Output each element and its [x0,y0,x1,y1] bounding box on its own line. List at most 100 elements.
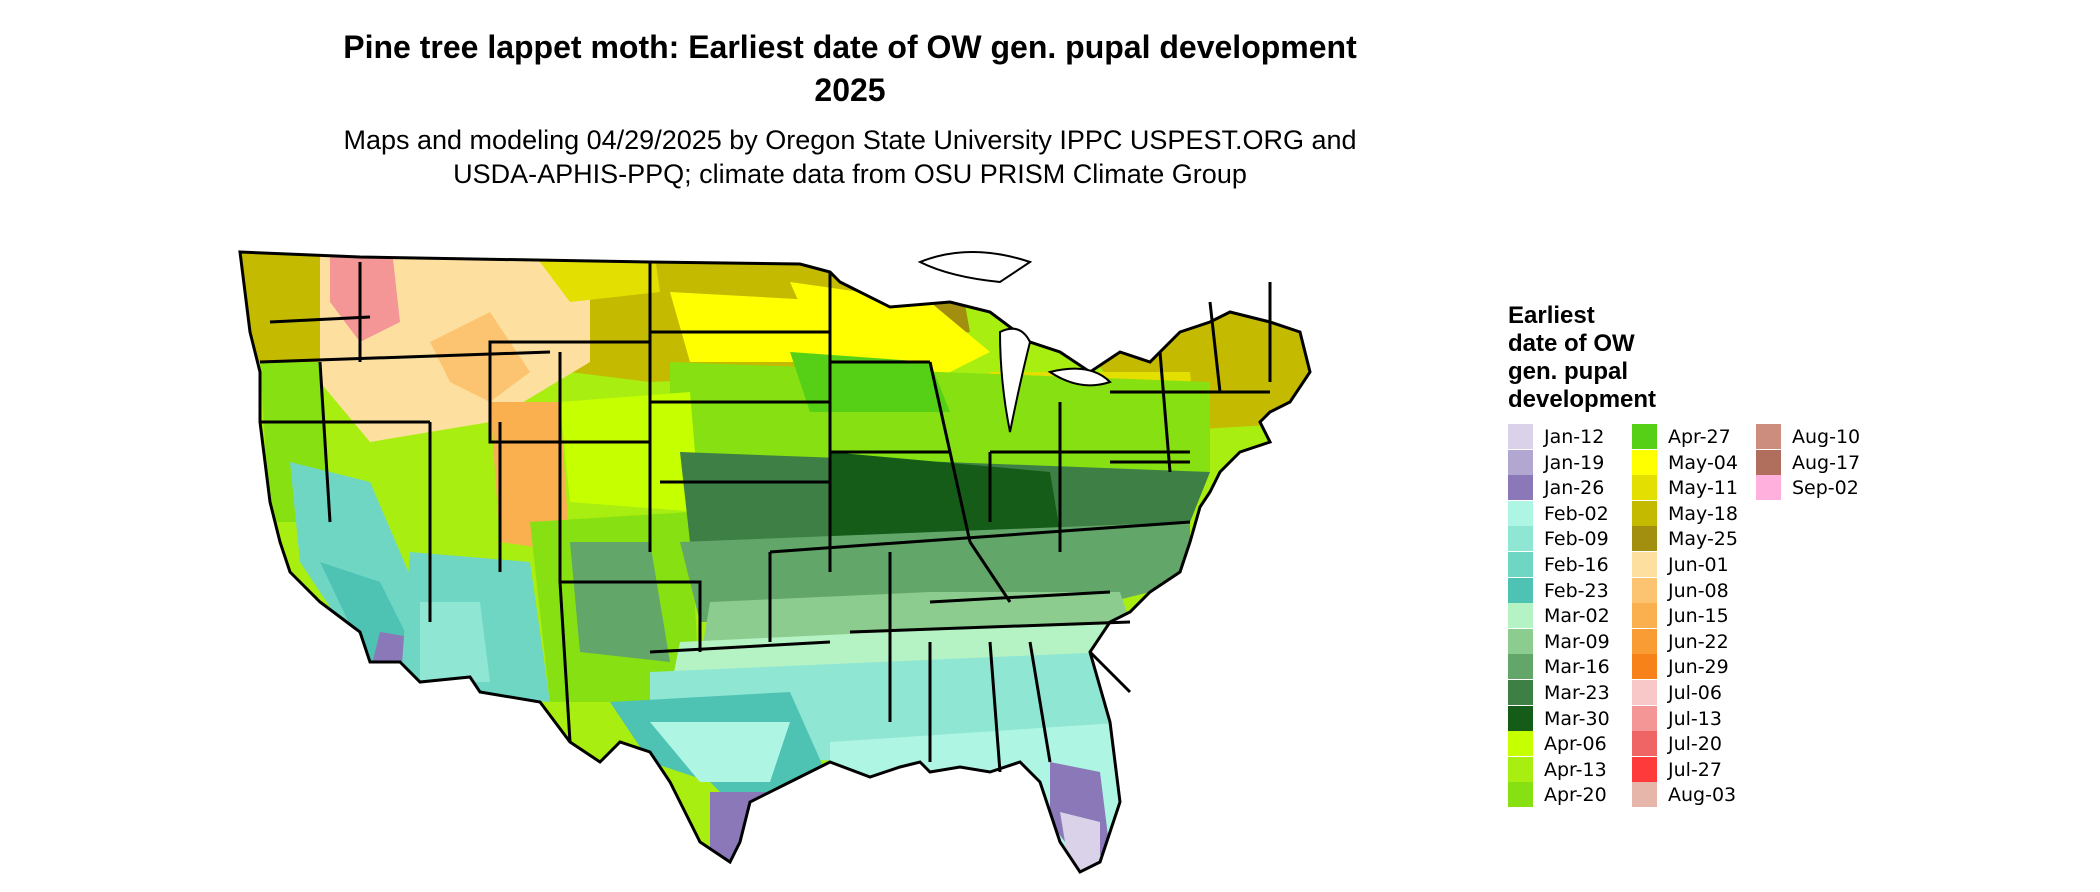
legend-swatch [1756,475,1781,501]
legend-item: Mar-30 [1508,705,1638,731]
subtitle-line-1: Maps and modeling 04/29/2025 by Oregon S… [343,125,1357,155]
legend-label: Feb-23 [1544,579,1609,602]
legend-swatch [1508,654,1533,680]
legend-title-line-3: gen. pupal [1508,358,1628,385]
legend-title: Earliest date of OW gen. pupal developme… [1508,302,1728,414]
legend-item: Feb-02 [1508,500,1638,526]
legend-item: Jun-08 [1632,577,1762,603]
legend-label: May-11 [1668,477,1738,500]
legend-item: Mar-16 [1508,654,1638,680]
legend-label: Mar-02 [1544,605,1610,628]
us-phenology-map [238,250,1312,874]
legend-label: May-18 [1668,502,1738,525]
legend-swatch [1632,680,1657,705]
legend-item: Jul-13 [1632,705,1762,731]
legend-title-line-1: Earliest [1508,302,1595,329]
legend-swatch [1632,628,1657,654]
phenology-color-zones [240,252,1310,872]
legend-item: Apr-13 [1508,756,1638,782]
subtitle-line-2: USDA-APHIS-PPQ; climate data from OSU PR… [453,159,1247,189]
legend-swatch [1508,628,1533,654]
legend-swatch [1632,424,1657,449]
legend-item: May-04 [1632,449,1762,475]
legend-item: Jun-22 [1632,628,1762,654]
legend-item: Jan-12 [1508,424,1638,449]
legend-item: Apr-27 [1632,424,1762,449]
legend-item: Mar-09 [1508,628,1638,654]
legend-swatch [1508,552,1533,577]
legend-label: Apr-13 [1544,758,1607,781]
legend-swatch [1632,782,1657,808]
legend-item: May-18 [1632,500,1762,526]
legend-label: Mar-30 [1544,707,1610,730]
legend-swatch [1632,500,1657,526]
map-title: Pine tree lappet moth: Earliest date of … [240,26,1460,112]
legend-label: Mar-23 [1544,682,1610,704]
legend-label: Apr-20 [1544,784,1607,807]
legend-label: Jan-12 [1544,426,1605,448]
legend-item: Jun-01 [1632,552,1762,577]
legend-swatch [1508,680,1533,705]
legend-label: Jun-15 [1668,605,1729,628]
legend-swatch [1508,449,1533,475]
legend-swatch [1508,577,1533,603]
legend-item: Apr-06 [1508,731,1638,757]
title-line-2: 2025 [814,72,886,108]
legend-item: Jul-20 [1632,731,1762,757]
legend-item: May-11 [1632,475,1762,501]
legend-swatch [1508,731,1533,757]
legend-item: Aug-10 [1756,424,1886,449]
legend-label: Sep-02 [1792,477,1859,500]
legend-swatch [1632,654,1657,680]
legend-swatch [1508,705,1533,731]
legend-swatch [1508,756,1533,782]
legend-swatch [1632,756,1657,782]
great-lakes [917,251,1112,433]
legend-swatch [1756,424,1781,449]
legend-item: Mar-23 [1508,680,1638,705]
legend-label: Jul-20 [1668,733,1722,756]
legend-label: Aug-17 [1792,451,1861,474]
legend-item: Jul-06 [1632,680,1762,705]
legend-label: Jul-27 [1668,758,1722,781]
legend-item: Feb-09 [1508,526,1638,552]
legend-swatch [1508,782,1533,808]
legend-label: Jun-22 [1668,630,1729,653]
legend-swatch [1508,526,1533,552]
legend-swatch [1508,500,1533,526]
legend-swatch [1632,705,1657,731]
legend-swatch [1632,552,1657,577]
legend-label: May-25 [1668,528,1738,551]
legend-swatch [1632,475,1657,501]
legend-item: May-25 [1632,526,1762,552]
legend-item: Aug-17 [1756,449,1886,475]
legend-label: Jul-13 [1668,707,1722,730]
legend-title-line-2: date of OW [1508,330,1635,357]
legend-label: Jun-01 [1668,554,1729,576]
legend-item: Jan-26 [1508,475,1638,501]
legend-swatch [1632,577,1657,603]
legend-swatch [1632,731,1657,757]
legend-label: Aug-10 [1792,426,1861,448]
legend-swatch [1632,526,1657,552]
legend-item: Apr-20 [1508,782,1638,808]
legend-label: Mar-16 [1544,656,1610,679]
legend-label: Jun-08 [1668,579,1729,602]
legend-item: Feb-23 [1508,577,1638,603]
legend-item: Mar-02 [1508,603,1638,629]
legend-swatch [1756,449,1781,475]
state-boundaries [238,250,1312,874]
legend-item: Jun-29 [1632,654,1762,680]
legend-swatch [1632,449,1657,475]
legend-item: Jun-15 [1632,603,1762,629]
legend-item: Aug-03 [1632,782,1762,808]
legend-label: Feb-09 [1544,528,1609,551]
legend-title-line-4: development [1508,386,1657,413]
legend-item: Jul-27 [1632,756,1762,782]
legend-label: Apr-06 [1544,733,1607,756]
legend-label: Jun-29 [1668,656,1729,679]
legend-label: Jan-19 [1544,451,1605,474]
legend-item: Jan-19 [1508,449,1638,475]
legend-label: Feb-16 [1544,554,1609,576]
legend-label: Feb-02 [1544,502,1609,525]
